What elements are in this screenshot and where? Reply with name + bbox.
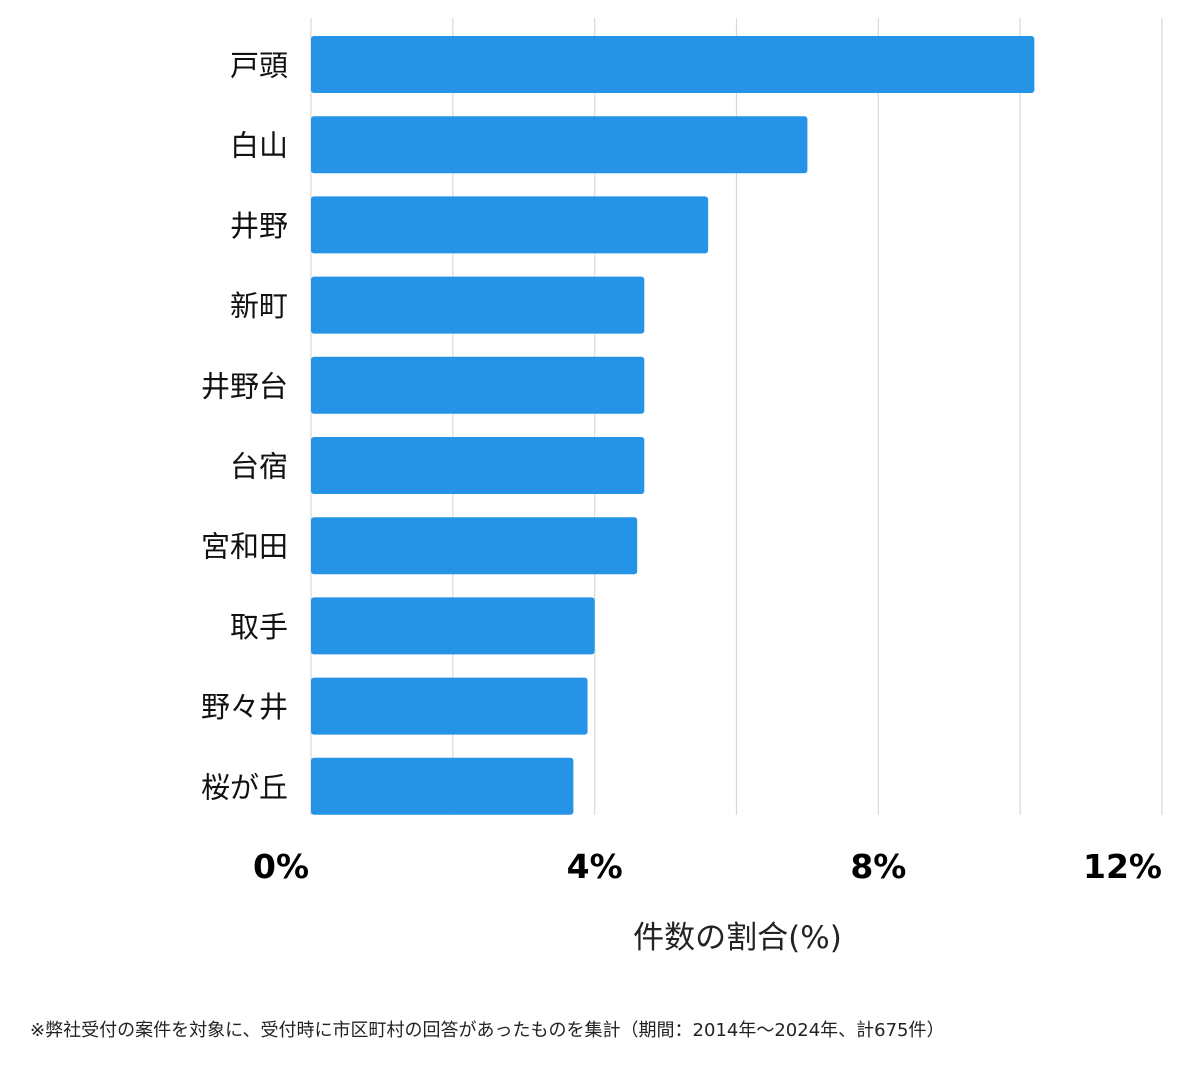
bar — [311, 437, 645, 494]
bar — [311, 276, 645, 334]
category-label: 白山 — [230, 129, 288, 163]
category-label: 井野 — [230, 209, 288, 243]
category-label: 野々井 — [201, 690, 288, 724]
category-label: 新町 — [230, 289, 288, 323]
category-label: 取手 — [230, 610, 288, 644]
x-tick-label: 0% — [253, 847, 309, 886]
bar — [311, 517, 638, 575]
category-label: 井野台 — [201, 369, 288, 403]
category-label: 台宿 — [230, 450, 288, 484]
bars — [311, 36, 1035, 815]
x-tick-label: 8% — [850, 847, 906, 886]
x-tick-labels: 0% 4% 8% 12% — [253, 847, 1162, 886]
bar — [311, 116, 808, 174]
category-label: 戸頭 — [230, 49, 288, 83]
bar — [311, 677, 588, 735]
category-label: 宮和田 — [201, 530, 288, 564]
footnote: ※弊社受付の案件を対象に、受付時に市区町村の回答があったものを集計（期間：201… — [30, 1020, 945, 1041]
bar — [311, 356, 645, 414]
bar — [311, 36, 1035, 93]
bar — [311, 196, 709, 254]
category-label: 桜が丘 — [201, 770, 288, 804]
x-tick-label: 12% — [1083, 847, 1162, 886]
bar — [311, 597, 595, 655]
x-tick-label: 4% — [567, 847, 623, 886]
x-axis-title: 件数の割合(%) — [633, 920, 842, 956]
bar — [311, 757, 574, 815]
